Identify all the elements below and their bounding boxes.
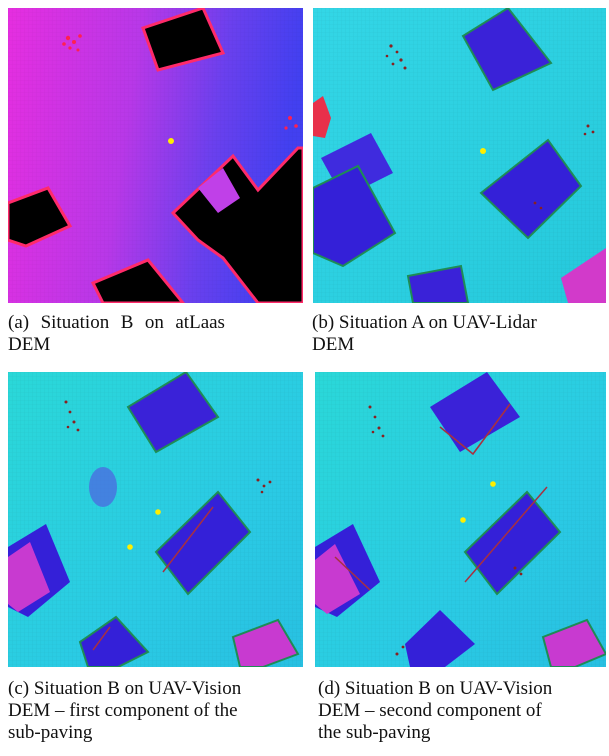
caption-a-line-2: DEM <box>8 334 51 355</box>
caption-b: (b) Situation A on UAV-Lidar DEM <box>312 312 608 356</box>
panel-a-image <box>8 8 303 303</box>
panel-d-image <box>315 372 606 667</box>
caption-a: (a) Situation B on atLaas DEM <box>8 312 305 356</box>
caption-b-line-1: (b) Situation A on UAV-Lidar <box>312 312 537 333</box>
caption-c: (c) Situation B on UAV-Vision DEM – firs… <box>8 678 305 744</box>
caption-a-line-1: (a) Situation B on atLaas <box>8 312 225 333</box>
caption-c-line-2: DEM – first component of the <box>8 700 238 721</box>
caption-d-line-2: DEM – second component of <box>318 700 542 721</box>
caption-c-line-3: sub-paving <box>8 722 93 743</box>
caption-d-line-3: the sub-paving <box>318 722 431 743</box>
caption-b-line-2: DEM <box>312 334 355 355</box>
panel-b-image <box>313 8 606 303</box>
panel-c-image <box>8 372 303 667</box>
caption-d: (d) Situation B on UAV-Vision DEM – seco… <box>318 678 608 744</box>
caption-c-line-1: (c) Situation B on UAV-Vision <box>8 678 242 699</box>
caption-d-line-1: (d) Situation B on UAV-Vision <box>318 678 553 699</box>
